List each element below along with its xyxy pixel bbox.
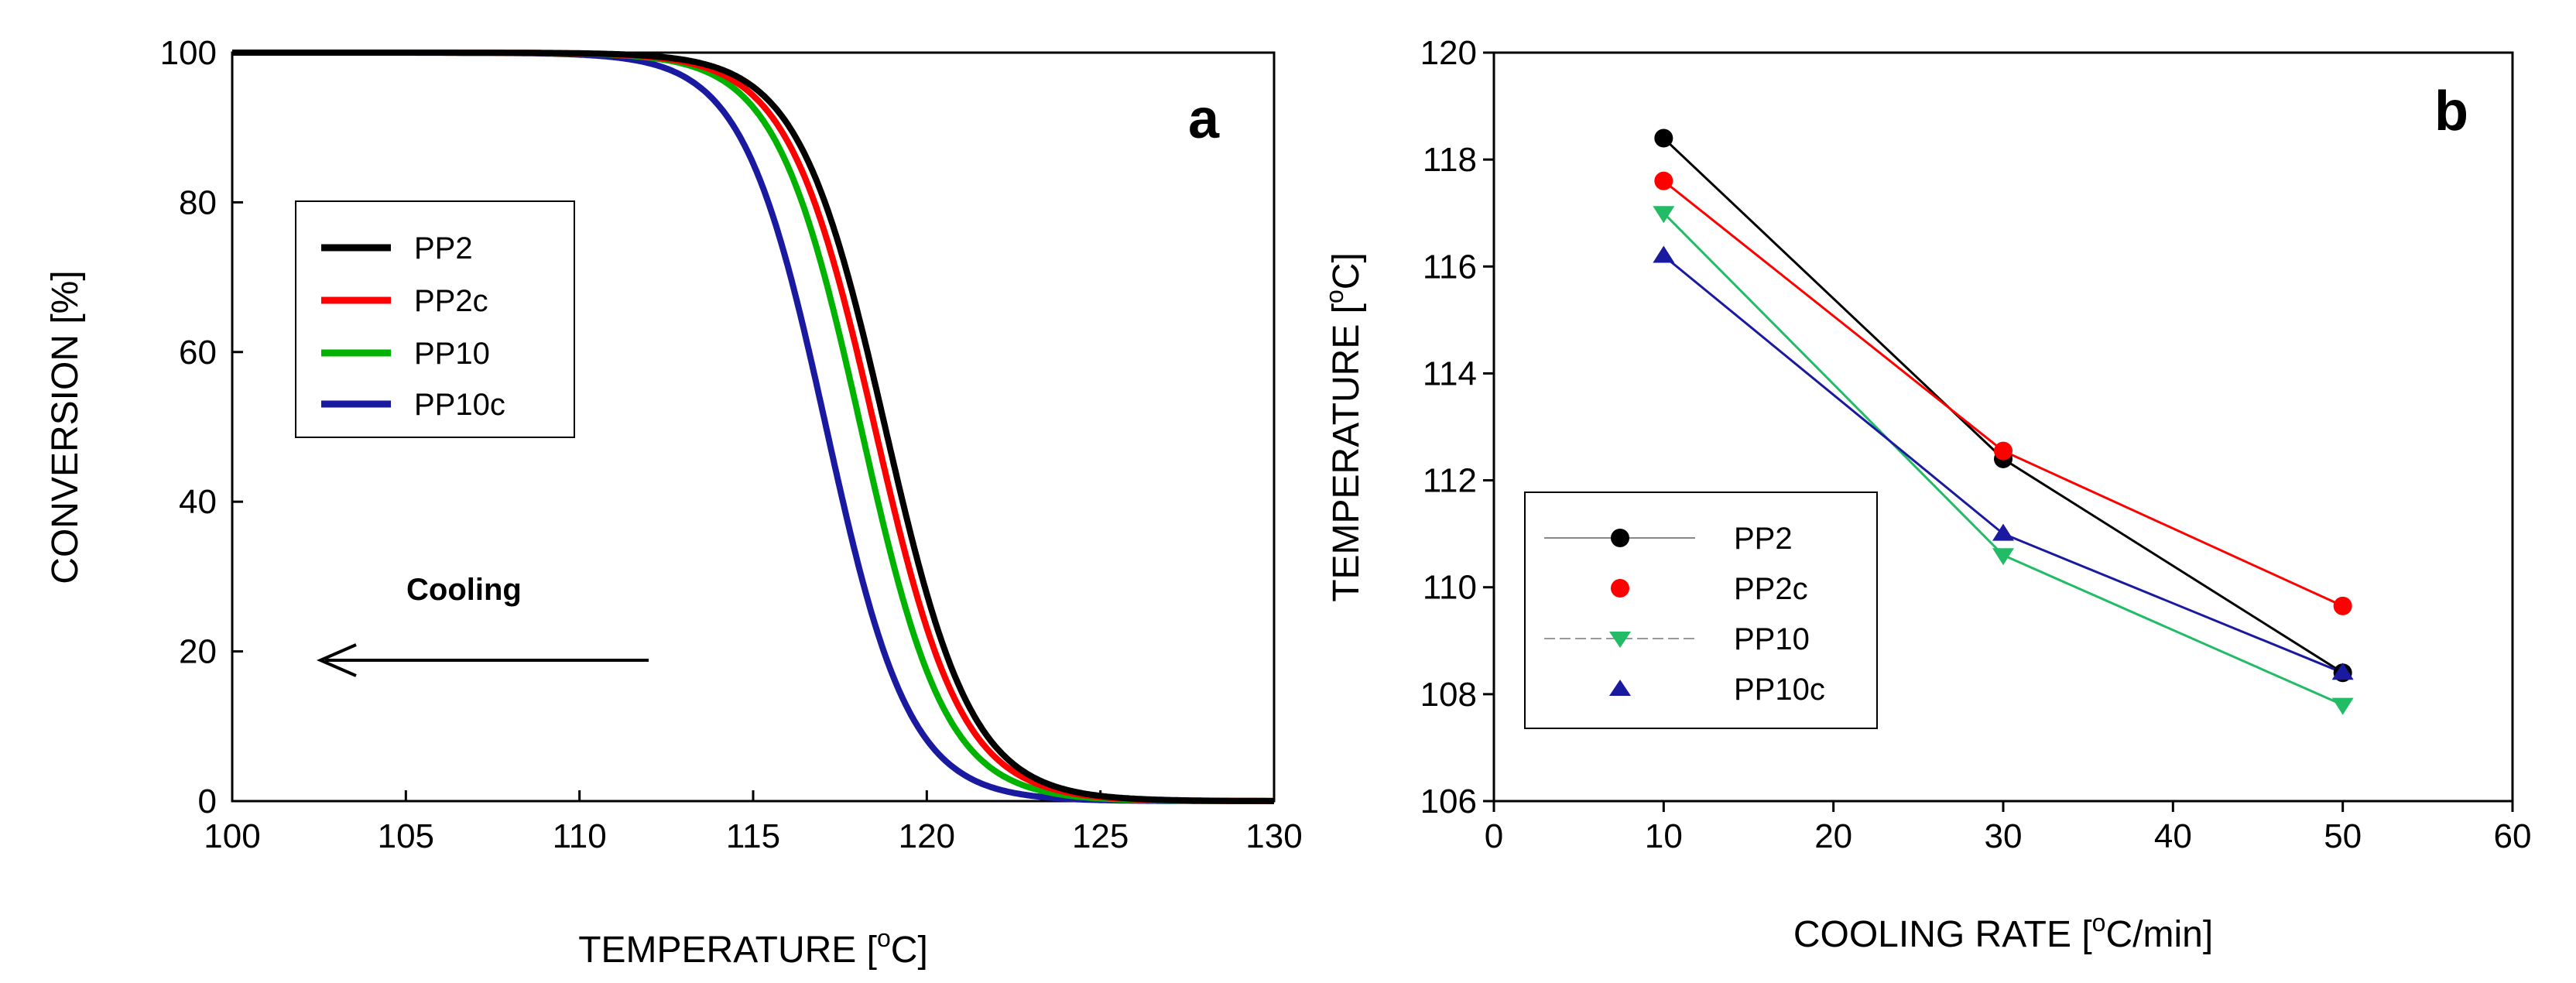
cooling-annotation: Cooling [406,573,522,607]
panel-b-ytick-label: 118 [1423,141,1477,179]
panel-a-xtick-label: 120 [899,817,955,855]
data-point-pp10 [1653,206,1675,224]
panel-b-xtick-label: 10 [1645,817,1683,855]
panel-a-letter: a [1188,88,1220,150]
legend-b-marker-pp2 [1611,529,1629,547]
data-point-pp10c [2331,663,2354,680]
series-line-pp2 [232,50,1274,804]
panel-a-ytick-label: 60 [179,334,217,372]
panel-b-xtick-label: 20 [1814,817,1852,855]
panel-b-xtick-label: 40 [2154,817,2192,855]
legend-label-pp10c: PP10c [414,388,505,422]
data-point-pp2c [1994,441,2012,461]
panel-b-ytick-label: 110 [1423,569,1477,607]
panel-a-ytick-label: 40 [179,483,217,521]
panel-b-xtick-label: 60 [2494,817,2532,855]
panel-a-chart: 100 105 110 115 120 125 130 0 20 40 60 80 100 PP2 PP… [45,34,1303,971]
panel-a-xtick-label: 105 [378,817,434,855]
panel-b-xtick-label: 50 [2324,817,2362,855]
panel-a-xlabel: TEMPERATURE [oC] [578,924,928,971]
panel-b-ticks: 0 10 20 30 40 50 60 106 108 110 112 114 116 118 120 [1420,34,2532,855]
panel-b-xlabel: COOLING RATE [oC/min] [1793,909,2213,955]
panel-b-ytick-label: 120 [1420,34,1477,72]
panel-a-ticks: 100 105 110 115 120 125 130 0 20 40 60 80 100 [160,34,1303,855]
panel-b-ytick-label: 108 [1420,676,1477,714]
panel-b-ytick-label: 112 [1423,462,1477,500]
panel-b-xtick-label: 30 [1985,817,2023,855]
panel-a-xtick-label: 130 [1245,817,1302,855]
data-point-pp10c [1992,523,2014,541]
panel-a-curves [232,50,1274,804]
panel-b-legend: PP2 PP2c PP10 PP10c [1524,492,1878,729]
legend-label-pp10: PP10 [414,337,490,371]
panel-a-ytick-label: 20 [179,633,217,671]
data-point-pp2 [1654,128,1673,148]
panel-b-series [1653,128,2354,715]
panel-b-ylabel: TEMPERATURE [oC] [1321,252,1367,602]
legend-b-marker-pp2c [1611,579,1629,598]
legend-label-pp2: PP2 [414,231,473,265]
cooling-arrow-icon [316,643,649,677]
data-point-pp10 [2331,697,2354,715]
panel-b-letter: b [2434,80,2468,142]
panel-a-ytick-label: 100 [160,34,217,72]
legend-b-label-pp2: PP2 [1734,522,1793,556]
panel-b-xtick-label: 0 [1485,817,1503,855]
panel-b-legend-box [1524,492,1878,729]
panel-a-ylabel: CONVERSION [%] [45,270,86,584]
panel-b-chart: 0 10 20 30 40 50 60 106 108 110 112 114 116 118 120 PP… [1321,34,2531,955]
panel-a-xtick-label: 100 [204,817,260,855]
panel-a-ytick-label: 80 [179,183,217,221]
panel-b-ytick-label: 116 [1423,248,1477,286]
panel-a-legend-box [295,200,575,438]
panel-b-ytick-label: 114 [1423,354,1477,392]
panel-a-xtick-label: 115 [726,817,780,855]
data-point-pp10 [1992,548,2014,566]
data-point-pp2c [1654,171,1673,190]
panel-b-ytick-label: 106 [1420,783,1477,820]
legend-b-marker-pp10c [1609,680,1631,696]
data-point-pp2c [2333,596,2352,615]
data-point-pp10c [1653,245,1675,263]
panel-a-ytick-label: 0 [198,783,217,820]
legend-b-label-pp2c: PP2c [1734,572,1808,606]
legend-b-marker-pp10 [1609,632,1631,648]
legend-b-label-pp10: PP10 [1734,622,1810,656]
panel-a-xtick-label: 110 [553,817,607,855]
legend-label-pp2c: PP2c [414,284,488,318]
legend-b-label-pp10c: PP10c [1734,673,1825,707]
panel-a-xtick-label: 125 [1072,817,1129,855]
panel-a-legend: PP2 PP2c PP10 PP10c [295,200,575,438]
